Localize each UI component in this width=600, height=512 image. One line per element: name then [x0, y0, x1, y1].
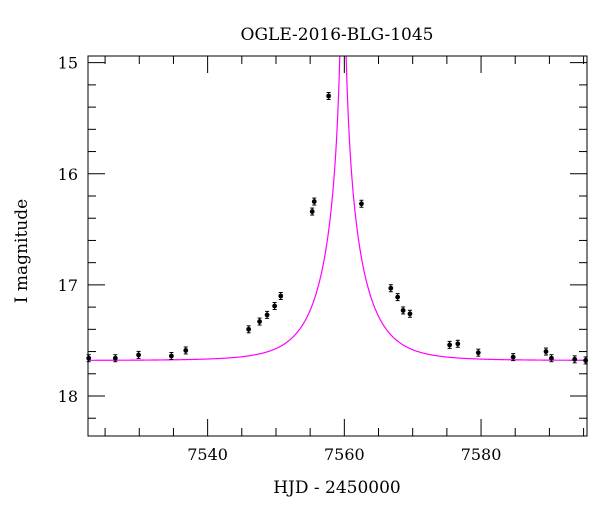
data-point	[272, 302, 278, 310]
data-point	[572, 355, 578, 364]
y-axis-label: I magnitude	[12, 199, 32, 303]
data-point	[549, 354, 554, 363]
x-tick-label: 7560	[324, 445, 365, 464]
data-point	[510, 353, 516, 362]
plot-frame	[87, 55, 588, 437]
y-tick-label: 16	[58, 165, 78, 184]
data-point	[136, 350, 141, 359]
chart-title: OGLE-2016-BLG-1045	[241, 25, 434, 45]
data-point	[543, 347, 549, 356]
data-point	[326, 92, 332, 100]
data-point	[475, 348, 481, 357]
data-point	[112, 354, 118, 363]
data-point	[447, 340, 453, 349]
data-point	[359, 199, 364, 208]
data-point	[278, 292, 284, 300]
x-tick-label: 7580	[461, 445, 502, 464]
data-point	[86, 354, 92, 363]
data-point	[309, 207, 315, 216]
y-tick-label: 15	[58, 54, 78, 73]
data-point	[395, 293, 401, 302]
data-point	[183, 346, 189, 355]
data-point	[257, 317, 262, 326]
plot-area: 7540 7560 7580 15 16 17 18	[58, 54, 589, 464]
data-point	[455, 339, 461, 348]
data-point	[388, 284, 394, 293]
data-point	[246, 325, 252, 334]
y-tick-label: 18	[58, 387, 78, 406]
data-point	[311, 197, 317, 206]
data-point	[168, 352, 174, 360]
x-axis-label: HJD - 2450000	[273, 478, 401, 498]
model-curve	[88, 56, 587, 361]
data-point	[400, 306, 406, 315]
data-point	[407, 309, 413, 318]
data-point	[264, 310, 270, 319]
x-tick-label: 7540	[187, 445, 228, 464]
y-tick-label: 17	[58, 276, 78, 295]
